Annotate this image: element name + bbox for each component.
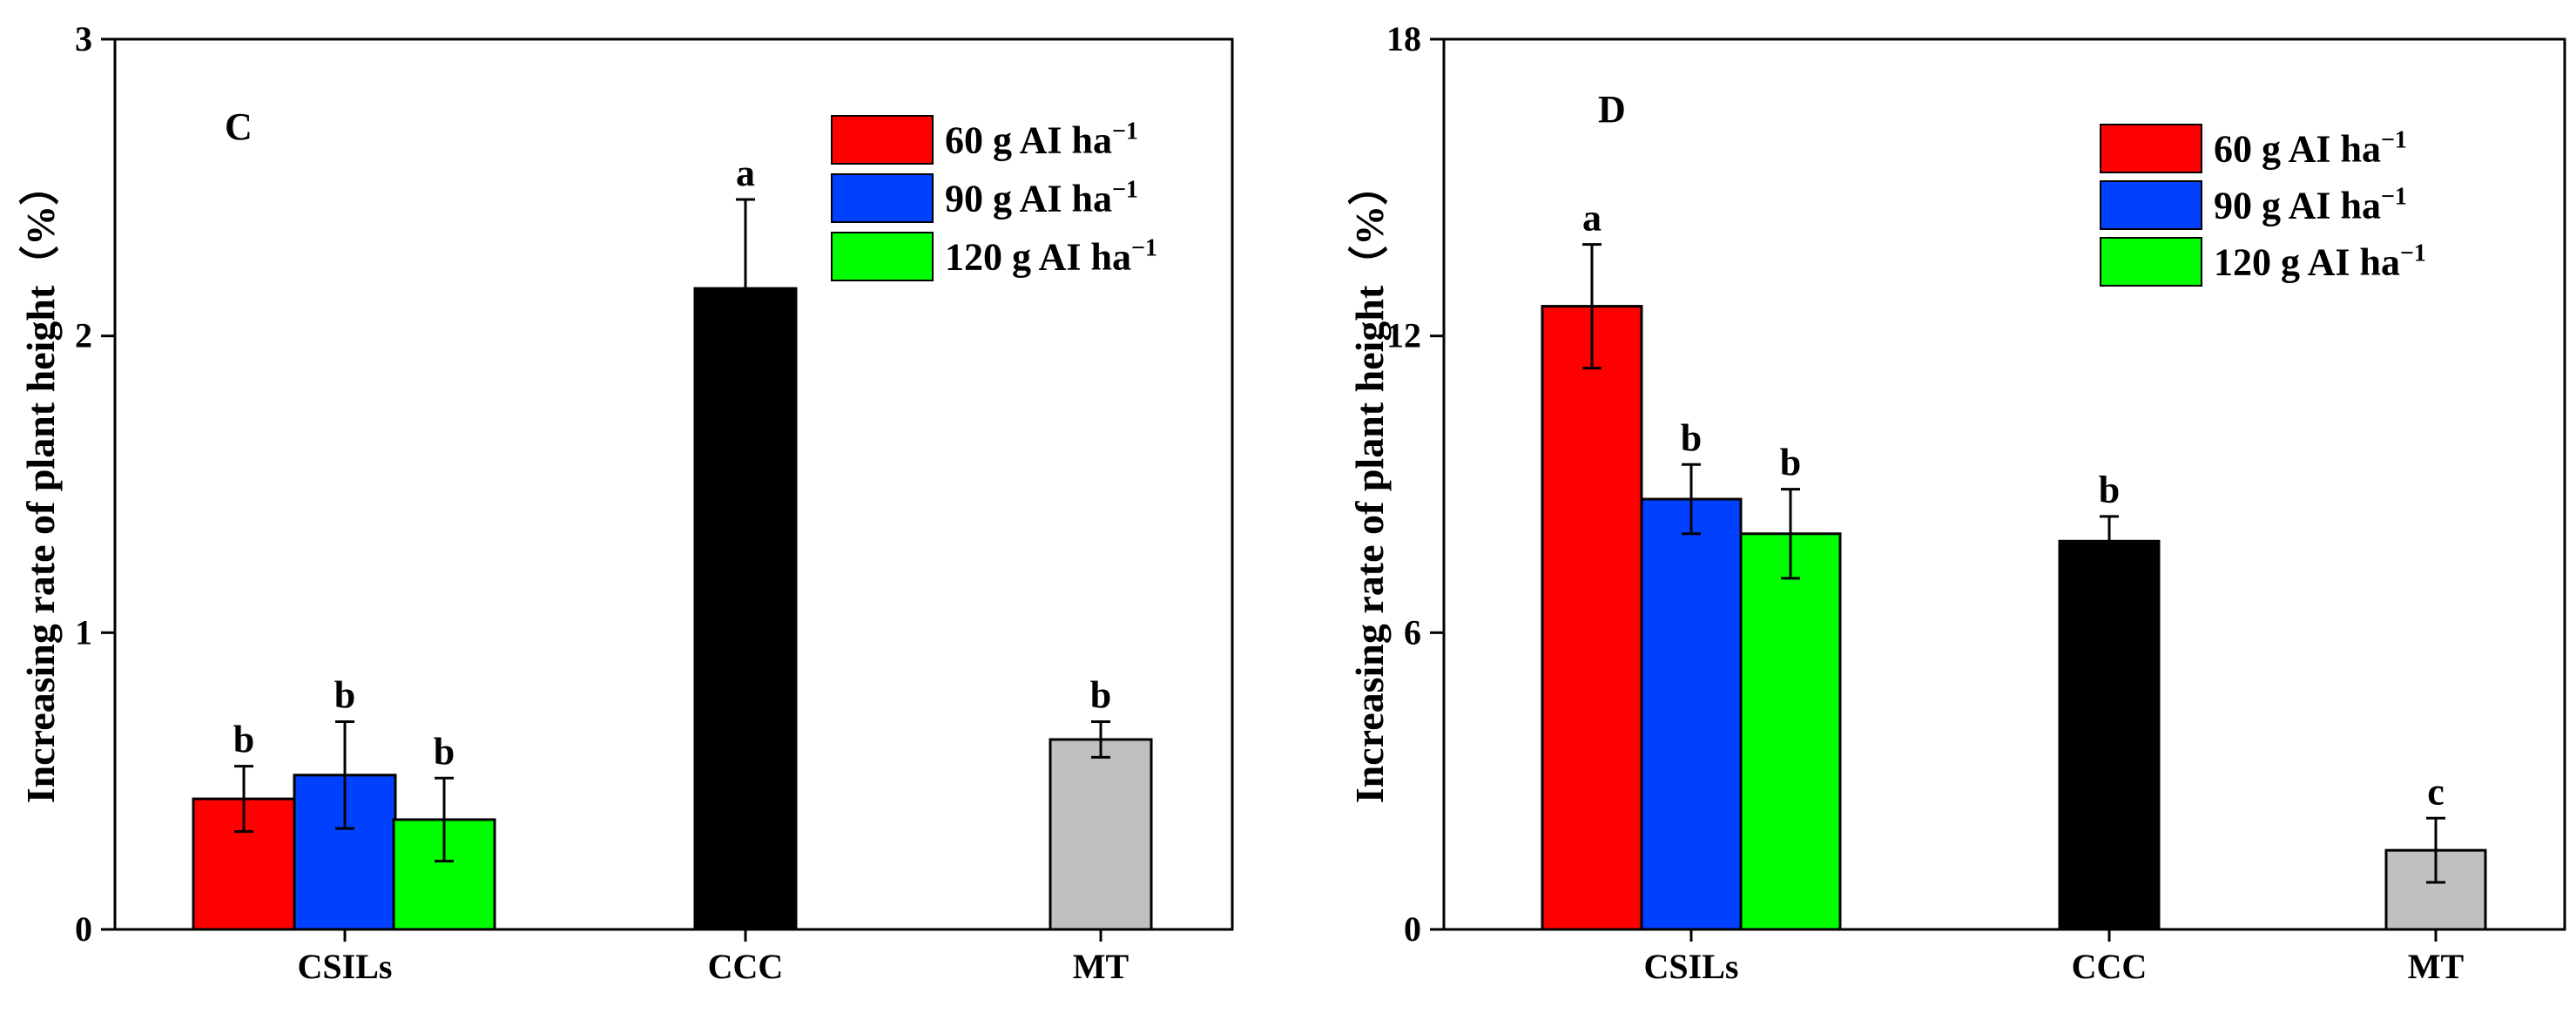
bar [1541, 305, 1643, 931]
y-tick-label: 3 [75, 19, 92, 58]
y-tick-label: 2 [75, 316, 92, 355]
y-tick-label: 6 [1404, 612, 1421, 652]
x-tick-label: CCC [708, 947, 784, 986]
legend-label-superscript: −1 [2400, 240, 2426, 267]
y-axis-label: Increasing rate of plant height（%） [18, 165, 63, 804]
legend-label-text: 120 g AI ha [2214, 241, 2400, 284]
x-tick-label: MT [1073, 947, 1130, 986]
legend-swatch [2100, 180, 2202, 230]
y-axis-label: Increasing rate of plant height（%） [1347, 165, 1392, 804]
legend-swatch [831, 115, 934, 165]
significance-letter: b [1681, 416, 1702, 459]
legend-label-superscript: −1 [2381, 127, 2407, 154]
chart-panel-c: 0 1 2 3 CSILs CCC MT Increasing rate of plant h… [18, 19, 1234, 986]
panel-label: C [225, 105, 253, 148]
legend-label: 120 g AI ha−1 [2214, 240, 2426, 284]
x-tick-label: CSILs [1644, 947, 1739, 986]
legend-label-superscript: −1 [1131, 235, 1157, 262]
legend-swatch [831, 173, 934, 223]
y-tick-label: 18 [1386, 19, 1421, 58]
legend-label-superscript: −1 [2381, 184, 2407, 211]
legend-label-text: 90 g AI ha [945, 178, 1112, 220]
legend-label: 120 g AI ha−1 [945, 235, 1157, 279]
significance-letter: b [1090, 674, 1111, 717]
bar [2384, 848, 2487, 931]
x-tick-label: MT [2408, 947, 2465, 986]
legend-label-text: 120 g AI ha [945, 236, 1131, 279]
legend-label-superscript: −1 [1112, 118, 1138, 145]
significance-letter: c [2427, 770, 2445, 813]
significance-letter: b [334, 674, 355, 717]
plot-frame [1442, 37, 2566, 931]
legend-label: 90 g AI ha−1 [2214, 184, 2407, 227]
y-tick-label: 0 [75, 909, 92, 949]
significance-letter: a [1582, 197, 1602, 240]
plot-frame [113, 37, 1234, 931]
legend-swatch [2100, 237, 2202, 287]
significance-letter: b [2099, 469, 2120, 511]
bar [693, 287, 798, 931]
y-tick-label: 12 [1386, 316, 1421, 355]
chart-panel-d: 0 6 12 18 CSILs CCC MT Increasing rate of plant… [1347, 19, 2566, 986]
significance-letter: b [434, 730, 455, 773]
x-tick-label: CSILs [298, 947, 393, 986]
legend-label: 90 g AI ha−1 [945, 177, 1138, 220]
bar [2058, 539, 2161, 931]
significance-letter: a [736, 152, 755, 194]
bar [1640, 497, 1743, 931]
significance-letter: b [233, 719, 254, 761]
legend-swatch [831, 232, 934, 281]
legend-label-superscript: −1 [1112, 177, 1138, 204]
legend-label-text: 60 g AI ha [945, 119, 1112, 162]
legend-label-text: 60 g AI ha [2214, 128, 2381, 171]
bar [1739, 532, 1842, 931]
x-tick-label: CCC [2072, 947, 2148, 986]
bar [1049, 738, 1153, 931]
legend-label: 60 g AI ha−1 [2214, 127, 2407, 171]
legend-label-text: 90 g AI ha [2214, 185, 2381, 227]
significance-letter: b [1780, 442, 1801, 484]
panel-label: D [1598, 88, 1626, 131]
y-tick-label: 0 [1404, 909, 1421, 949]
legend-label: 60 g AI ha−1 [945, 118, 1138, 162]
legend-swatch [2100, 124, 2202, 173]
y-tick-label: 1 [75, 612, 92, 652]
